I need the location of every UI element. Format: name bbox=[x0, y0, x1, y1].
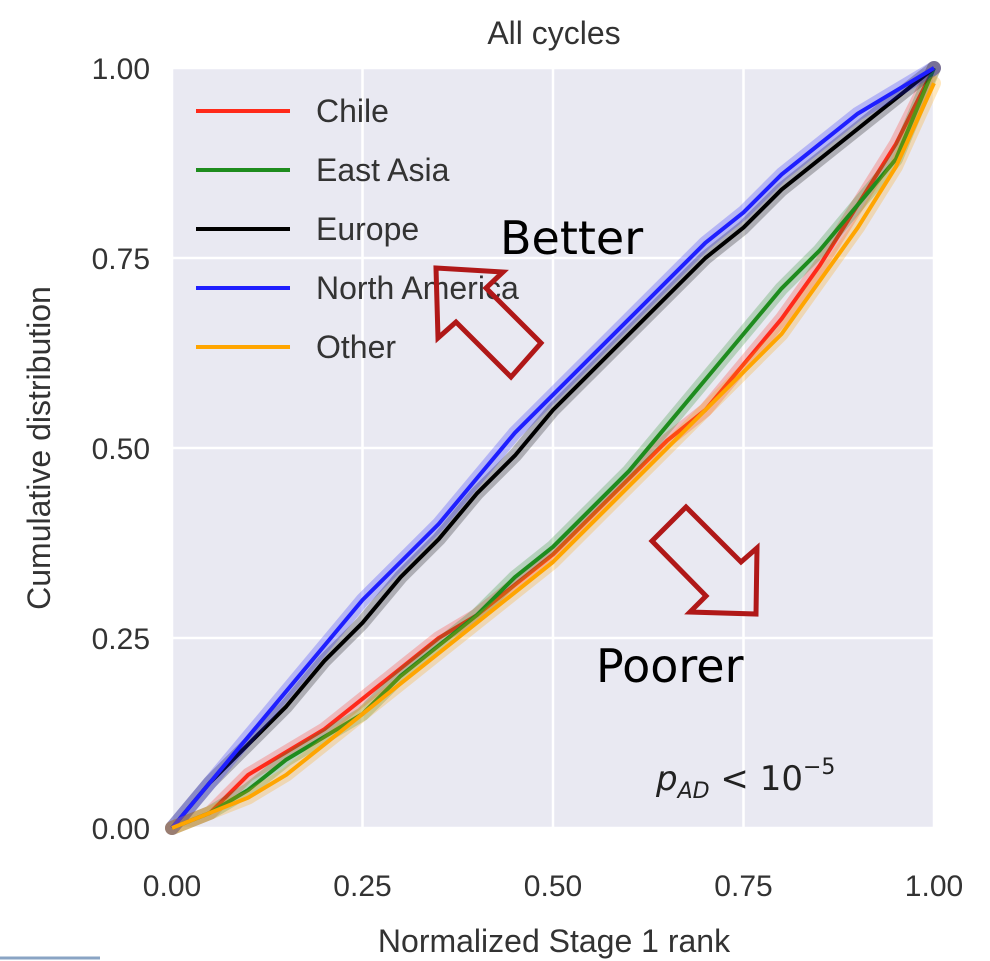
legend-label-chile: Chile bbox=[316, 93, 389, 129]
legend-label-europe: Europe bbox=[316, 211, 419, 247]
y-tick-label: 0.00 bbox=[92, 813, 150, 846]
series-line-east-asia bbox=[171, 67, 936, 830]
series-line-chile bbox=[171, 67, 936, 830]
y-tick-label: 0.50 bbox=[92, 433, 150, 466]
better-annotation: Better bbox=[500, 211, 643, 265]
x-tick-labels: 0.00 0.25 0.50 0.75 1.00 bbox=[143, 870, 963, 903]
y-tick-label: 1.00 bbox=[92, 53, 150, 86]
x-tick-label: 0.25 bbox=[333, 870, 391, 903]
y-tick-label: 0.75 bbox=[92, 243, 150, 276]
x-tick-label: 0.50 bbox=[524, 870, 582, 903]
x-tick-label: 0.75 bbox=[714, 870, 772, 903]
y-tick-labels: 0.00 0.25 0.50 0.75 1.00 bbox=[92, 53, 150, 846]
legend-label-other: Other bbox=[316, 329, 396, 365]
legend-label-east-asia: East Asia bbox=[316, 152, 450, 188]
y-axis-label: Cumulative distribution bbox=[21, 286, 57, 610]
x-tick-label: 0.00 bbox=[143, 870, 201, 903]
chart-title: All cycles bbox=[487, 15, 620, 51]
grid bbox=[170, 66, 936, 830]
better-arrow-icon bbox=[433, 265, 545, 381]
x-axis-label: Normalized Stage 1 rank bbox=[378, 923, 731, 959]
x-tick-label: 1.00 bbox=[905, 870, 963, 903]
poorer-annotation: Poorer bbox=[596, 639, 744, 693]
series-line-north-america bbox=[170, 66, 936, 830]
series-line-europe bbox=[170, 66, 936, 830]
series-layer bbox=[165, 61, 941, 835]
p-value-annotation: pAD < 10−5 bbox=[655, 755, 835, 804]
poorer-arrow-icon bbox=[648, 503, 760, 617]
series-line-other bbox=[171, 82, 936, 830]
y-tick-label: 0.25 bbox=[92, 623, 150, 656]
